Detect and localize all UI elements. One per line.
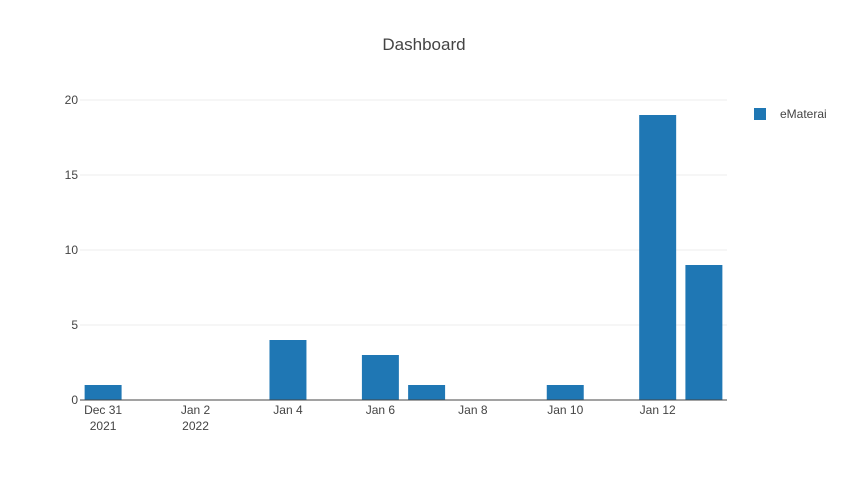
bar[interactable] — [408, 385, 446, 400]
bar[interactable] — [361, 355, 399, 400]
chart-title: Dashboard — [382, 35, 465, 54]
y-tick-label: 10 — [65, 243, 79, 257]
x-tick-label: Jan 10 — [547, 403, 583, 417]
gridlines — [80, 99, 727, 326]
x-tick-label-year: 2022 — [182, 419, 209, 433]
y-tick-label: 15 — [65, 168, 79, 182]
bar[interactable] — [685, 265, 723, 400]
legend-label[interactable]: eMaterai — [780, 107, 827, 121]
legend-swatch[interactable] — [754, 108, 766, 120]
x-tick-label: Jan 2 — [181, 403, 211, 417]
bars — [84, 115, 723, 400]
x-tick-label: Jan 6 — [366, 403, 396, 417]
bar[interactable] — [269, 340, 307, 400]
bar[interactable] — [546, 385, 584, 400]
x-tick-label: Dec 31 — [84, 403, 122, 417]
axes: 0 5 10 15 20 Dec 31 2021 Jan 2 2022 Jan 4 Jan 6 Jan… — [65, 93, 727, 433]
legend[interactable]: eMaterai — [754, 107, 827, 121]
x-tick-label-year: 2021 — [90, 419, 117, 433]
y-tick-label: 0 — [71, 393, 78, 407]
bar[interactable] — [84, 385, 122, 400]
y-tick-label: 5 — [71, 318, 78, 332]
x-tick-label: Jan 12 — [640, 403, 676, 417]
bar[interactable] — [639, 115, 677, 400]
x-tick-label: Jan 4 — [273, 403, 303, 417]
x-tick-label: Jan 8 — [458, 403, 488, 417]
y-tick-label: 20 — [65, 93, 79, 107]
